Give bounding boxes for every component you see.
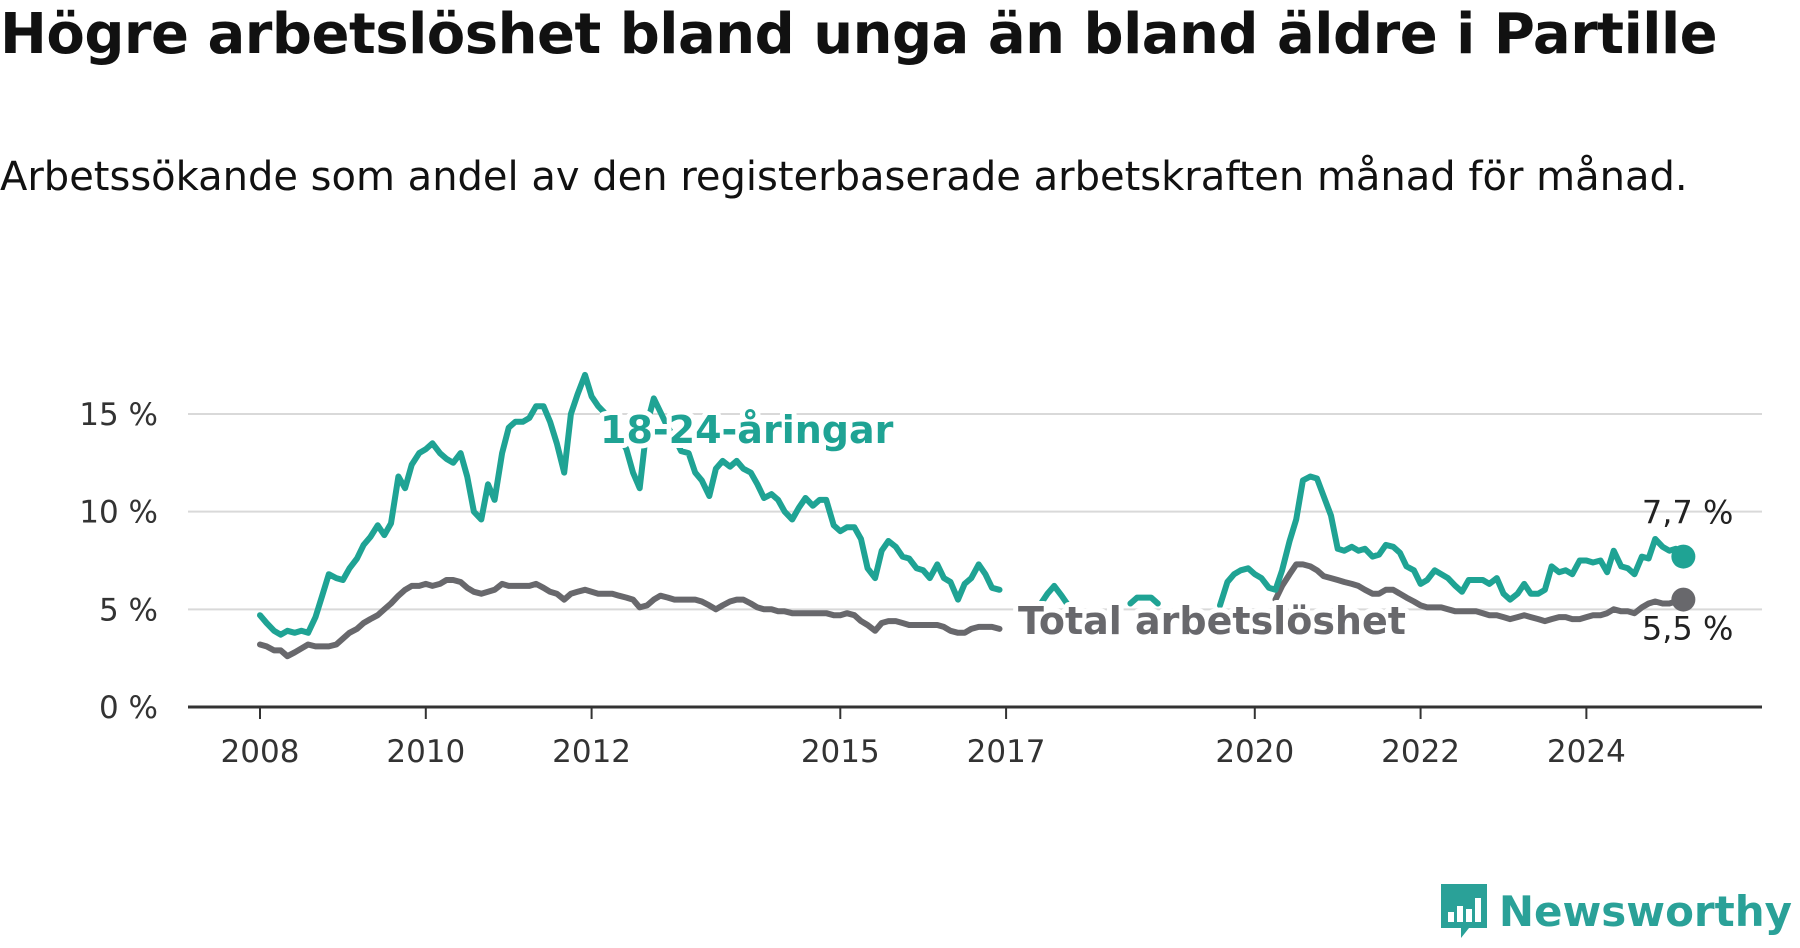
chart-subtitle: Arbetssökande som andel av den registerb… [0, 154, 1688, 200]
y-axis-ticks: 0 % 5 % 10 % 15 % [79, 397, 158, 726]
y-gridlines [188, 413, 1762, 611]
series-end-label: 7,7 % [1642, 494, 1733, 532]
series-end-dot [1671, 587, 1696, 612]
x-tick-label: 2015 [801, 734, 880, 770]
series-name-label: Total arbetslöshet [1018, 599, 1406, 643]
x-tick-label: 2017 [967, 734, 1046, 770]
series-lines [257, 371, 1687, 660]
brand-name: Newsworthy [1498, 886, 1792, 936]
x-tick-label: 2012 [552, 734, 631, 770]
series-end-label: 5,5 % [1642, 610, 1733, 648]
x-tick-label: 2022 [1381, 734, 1460, 770]
newsworthy-logo: Newsworthy [1439, 882, 1792, 940]
series-name-label: 18-24-åringar [600, 408, 894, 452]
series-line [1272, 561, 1687, 625]
series-line [1037, 582, 1072, 609]
series-line [257, 371, 1003, 638]
y-tick-label: 0 % [99, 690, 158, 726]
series-end-dot [1671, 544, 1696, 569]
series-line [257, 577, 1003, 660]
x-tick-label: 2024 [1547, 734, 1626, 770]
y-tick-label: 5 % [99, 592, 158, 628]
x-tick-label: 2010 [386, 734, 465, 770]
x-tick-label: 2020 [1215, 734, 1294, 770]
series-labels: 7,7 % 5,5 % 18-24-åringar Total arbetslöshe… [595, 403, 1733, 648]
y-tick-label: 15 % [79, 397, 158, 433]
series-line [1127, 594, 1161, 607]
y-tick-label: 10 % [79, 495, 158, 531]
x-tick-label: 2008 [221, 734, 300, 770]
bar-chart-speech-bubble-icon [1440, 884, 1487, 938]
series-line [1217, 473, 1687, 609]
x-axis-ticks: 2008 2010 2012 2015 2017 2020 2022 2024 [188, 705, 1762, 770]
chart-title: Högre arbetslöshet bland unga än bland ä… [0, 2, 1718, 67]
